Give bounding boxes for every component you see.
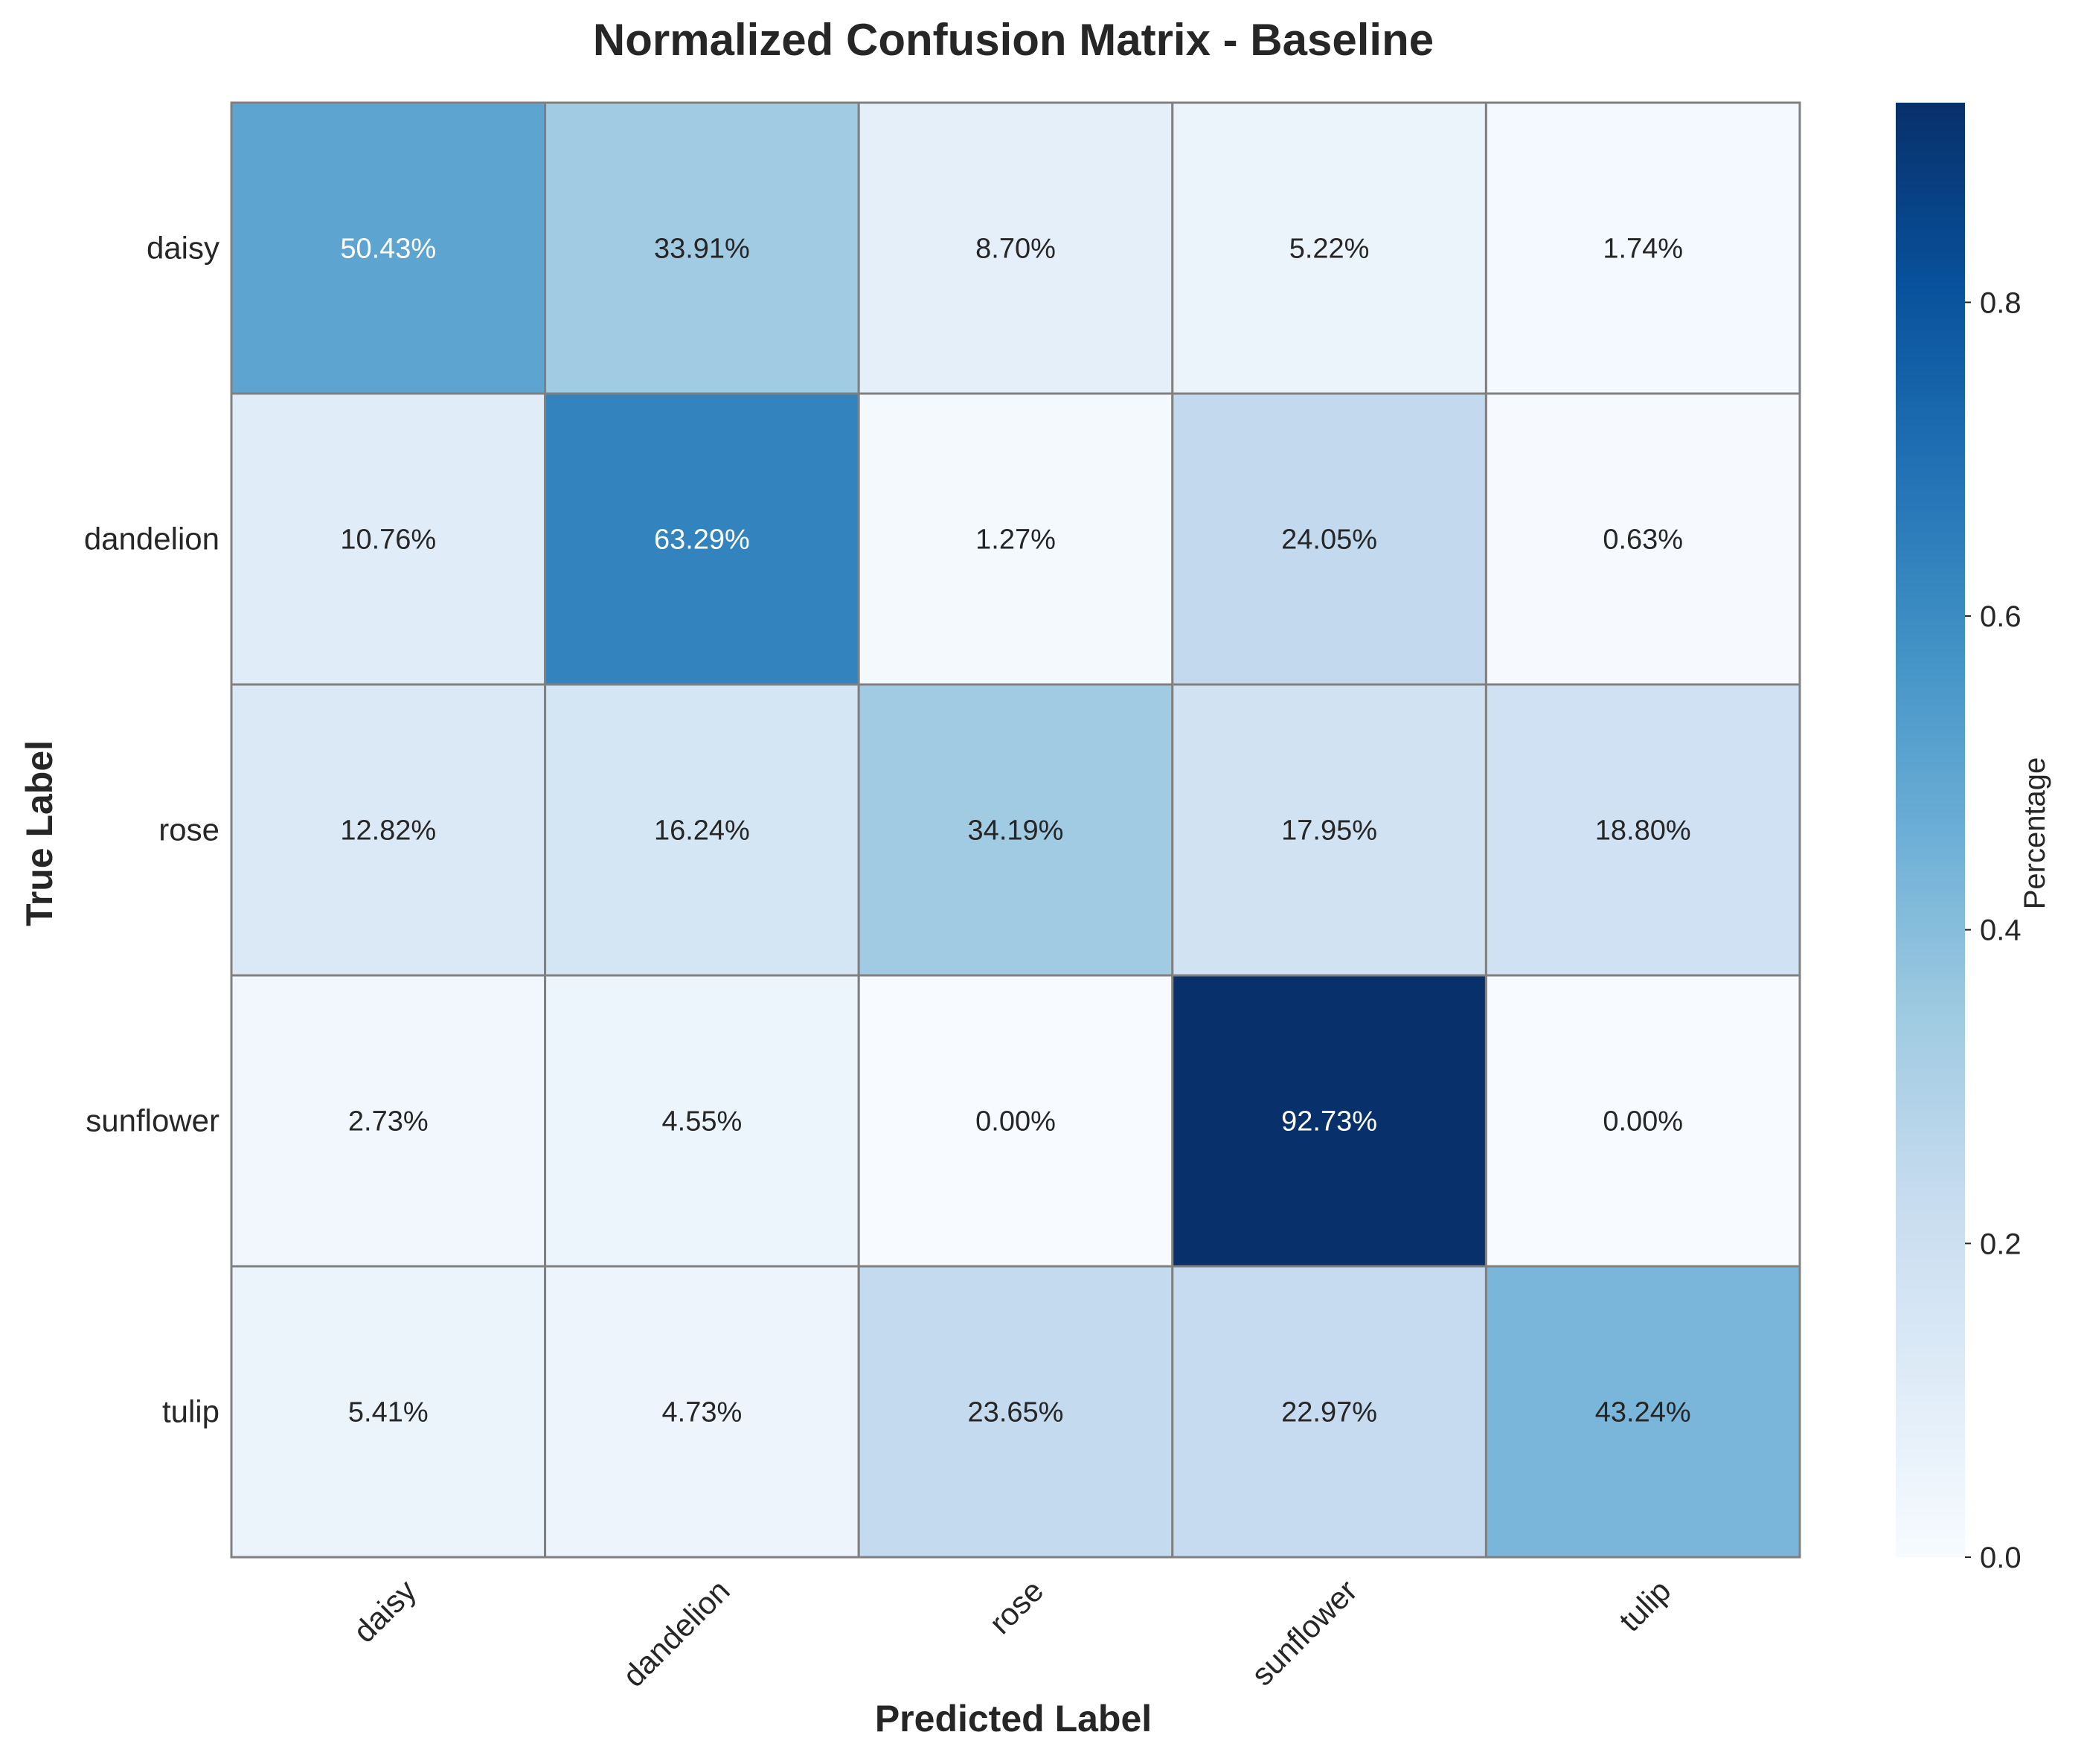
- y-tick-label: sunflower: [86, 1103, 219, 1138]
- y-tick-label: tulip: [162, 1394, 219, 1429]
- colorbar-tick-label: 0.4: [1980, 914, 2022, 947]
- heatmap-cell: [857, 392, 1174, 686]
- heatmap-cell: [857, 683, 1174, 977]
- heatmap-cell: [544, 974, 860, 1268]
- cell-value-label: 17.95%: [1281, 815, 1377, 847]
- colorbar-tick-label: 0.2: [1980, 1228, 2022, 1260]
- colorbar-tick-label: 0.6: [1980, 600, 2022, 633]
- y-tick-label: daisy: [147, 231, 219, 266]
- x-tick-labels: daisy dandelion rose sunflower tulip: [347, 1573, 1678, 1693]
- cell-value-label: 34.19%: [968, 815, 1064, 847]
- cell-value-label: 18.80%: [1595, 815, 1691, 847]
- cell-value-label: 8.70%: [975, 234, 1056, 265]
- cell-value-label: 1.74%: [1603, 234, 1683, 265]
- cell-value-label: 33.91%: [654, 234, 750, 265]
- heatmap-cell: [1484, 683, 1801, 977]
- cell-value-label: 22.97%: [1281, 1397, 1377, 1428]
- cell-value-label: 0.00%: [975, 1106, 1056, 1138]
- heatmap-cell: [857, 101, 1174, 395]
- heatmap-cell: [230, 392, 547, 686]
- heatmap-cell: [857, 1265, 1174, 1559]
- y-tick-label: dandelion: [84, 522, 219, 557]
- heatmap-cell: [1484, 101, 1801, 395]
- x-axis-label: Predicted Label: [875, 1698, 1152, 1739]
- colorbar-tick-label: 0.0: [1980, 1542, 2022, 1574]
- x-tick-label: rose: [982, 1573, 1050, 1640]
- heatmap-cell: [857, 974, 1174, 1268]
- x-tick-label: dandelion: [616, 1573, 737, 1693]
- y-axis-label: True Label: [19, 740, 60, 926]
- heatmap-cell: [544, 683, 860, 977]
- cell-value-label: 16.24%: [654, 815, 750, 847]
- cell-value-label: 4.55%: [662, 1106, 743, 1138]
- cell-value-label: 92.73%: [1281, 1106, 1377, 1138]
- heatmap-cell: [1484, 392, 1801, 686]
- heatmap-cell: [544, 101, 860, 395]
- cell-value-label: 23.65%: [968, 1397, 1064, 1428]
- chart-title: Normalized Confusion Matrix - Baseline: [593, 15, 1434, 65]
- heatmap-cell: [544, 1265, 860, 1559]
- heatmap-cells: 50.43% 33.91% 8.70% 5.22% 1.74% 10.76% 63.29% 1…: [230, 101, 1801, 1559]
- heatmap-cell: [230, 101, 547, 395]
- cell-value-label: 63.29%: [654, 525, 750, 556]
- cell-value-label: 1.27%: [975, 525, 1056, 556]
- cell-value-label: 5.22%: [1289, 234, 1370, 265]
- x-tick-label: tulip: [1612, 1573, 1678, 1638]
- heatmap-cell: [230, 974, 547, 1268]
- colorbar-label: Percentage: [2019, 757, 2051, 910]
- heatmap-cell: [230, 1265, 547, 1559]
- cell-value-label: 5.41%: [348, 1397, 429, 1428]
- cell-value-label: 0.63%: [1603, 525, 1683, 556]
- cell-value-label: 50.43%: [340, 234, 436, 265]
- heatmap-cell: [1171, 974, 1487, 1268]
- colorbar-tick-label: 0.8: [1980, 286, 2022, 319]
- cell-value-label: 2.73%: [348, 1106, 429, 1138]
- cell-value-label: 0.00%: [1603, 1106, 1683, 1138]
- cell-value-label: 43.24%: [1595, 1397, 1691, 1428]
- cell-value-label: 12.82%: [340, 815, 436, 847]
- colorbar: [1896, 103, 1965, 1557]
- cell-value-label: 10.76%: [340, 525, 436, 556]
- colorbar-ticks: 0.0 0.2 0.4 0.6 0.8: [1965, 286, 2022, 1574]
- x-tick-label: daisy: [347, 1573, 423, 1649]
- x-tick-label: sunflower: [1245, 1573, 1364, 1692]
- cell-value-label: 24.05%: [1281, 525, 1377, 556]
- cell-value-label: 4.73%: [662, 1397, 743, 1428]
- y-tick-label: rose: [158, 812, 219, 847]
- heatmap-cell: [1484, 974, 1801, 1268]
- heatmap-cell: [1171, 683, 1487, 977]
- y-tick-labels: daisy dandelion rose sunflower tulip: [84, 231, 219, 1429]
- heatmap-cell: [1484, 1265, 1801, 1559]
- heatmap-cell: [1171, 101, 1487, 395]
